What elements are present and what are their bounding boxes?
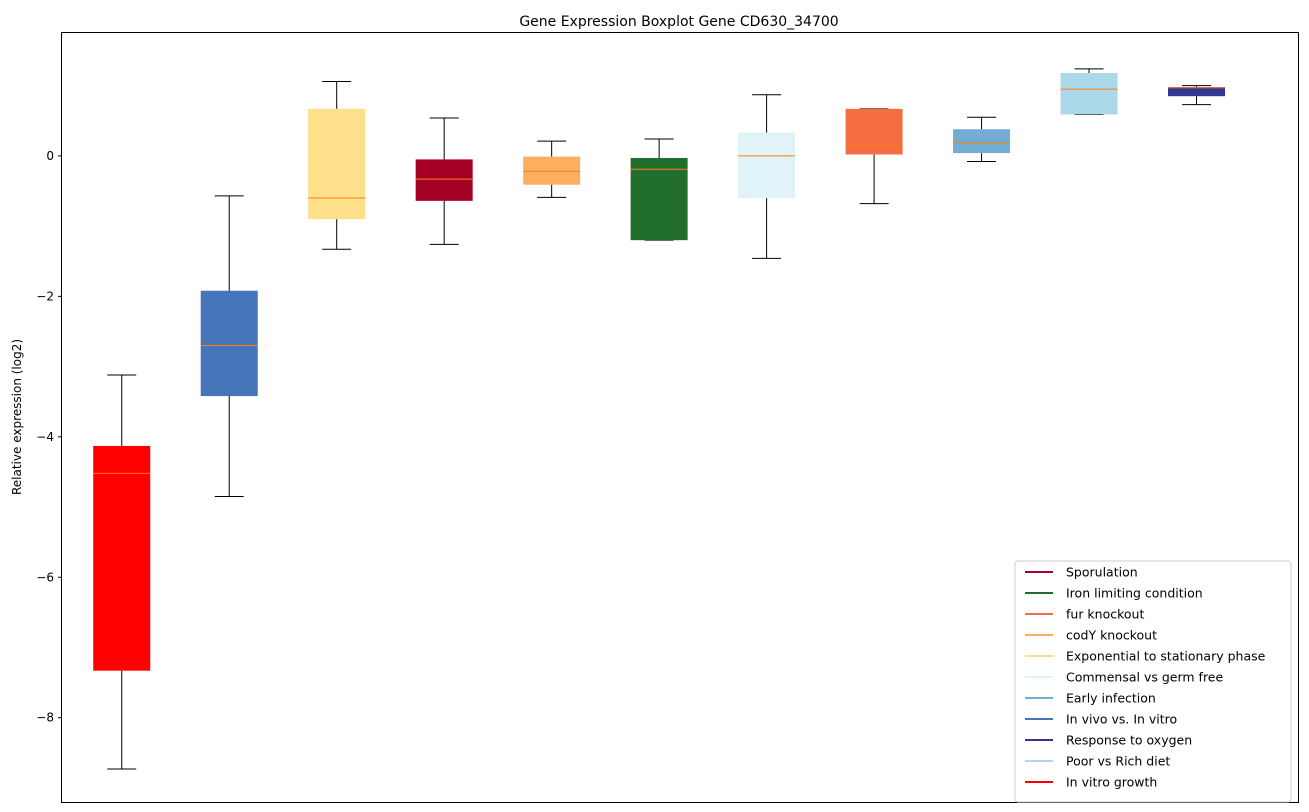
y-tick-label: 0: [46, 149, 54, 163]
legend-label: In vivo vs. In vitro: [1066, 712, 1177, 727]
box-body: [738, 132, 796, 199]
legend-entry: codY knockout: [1025, 628, 1157, 643]
box-body: [1060, 73, 1118, 115]
box-body: [630, 158, 688, 241]
legend-label: Early infection: [1066, 691, 1156, 706]
legend-label: Iron limiting condition: [1066, 586, 1203, 601]
box-body: [953, 129, 1011, 154]
legend-entry: Response to oxygen: [1025, 733, 1192, 748]
box-early-infection: [953, 116, 1011, 163]
box-fur-knockout: [845, 108, 903, 205]
legend: Sporulation Iron limiting condition fur kn…: [1014, 560, 1292, 803]
legend-entry: In vitro growth: [1025, 775, 1157, 790]
boxes-layer: [93, 68, 1226, 770]
box-body: [308, 108, 366, 220]
legend-label: fur knockout: [1066, 607, 1144, 622]
plot-frame: [61, 32, 1299, 803]
legend-label: Poor vs Rich diet: [1066, 754, 1170, 769]
legend-entry: Sporulation: [1025, 565, 1138, 580]
box-body: [200, 290, 258, 397]
box-sporulation: [415, 117, 473, 245]
y-axis: 0 −2 −4 −6 −8: [36, 149, 62, 725]
box-iron-limiting-condition: [630, 138, 688, 241]
y-tick-label: −4: [36, 430, 54, 444]
legend-label: codY knockout: [1066, 628, 1157, 643]
legend-label: Commensal vs germ free: [1066, 670, 1223, 685]
box-body: [93, 445, 151, 671]
legend-entry: Commensal vs germ free: [1025, 670, 1223, 685]
legend-entry: Early infection: [1025, 691, 1156, 706]
legend-entry: Poor vs Rich diet: [1025, 754, 1170, 769]
y-axis-label: Relative expression (log2): [10, 339, 24, 495]
legend-entry: Exponential to stationary phase: [1025, 649, 1266, 664]
box-exponential-to-stationary-phase: [308, 80, 366, 250]
box-in-vitro-growth: [93, 374, 151, 770]
y-tick-label: −8: [36, 711, 54, 725]
box-cody-knockout: [523, 140, 581, 198]
legend-entry: In vivo vs. In vitro: [1025, 712, 1177, 727]
box-body: [845, 108, 903, 155]
legend-label: Response to oxygen: [1066, 733, 1192, 748]
y-tick-label: −6: [36, 570, 54, 584]
box-body: [415, 159, 473, 201]
legend-entry: Iron limiting condition: [1025, 586, 1203, 601]
box-body: [523, 156, 581, 185]
box-response-to-oxygen: [1168, 85, 1226, 106]
box-body: [1168, 87, 1226, 97]
legend-label: Sporulation: [1066, 565, 1138, 580]
chart-title: Gene Expression Boxplot Gene CD630_34700: [519, 14, 838, 30]
legend-entry: fur knockout: [1025, 607, 1144, 622]
legend-label: Exponential to stationary phase: [1066, 649, 1266, 664]
legend-label: In vitro growth: [1066, 775, 1157, 790]
box-commensal-vs-germ-free: [738, 94, 796, 259]
y-tick-label: −2: [36, 289, 54, 303]
box-poor-vs-rich-diet: [1060, 68, 1118, 115]
box-in-vivo-vs-in-vitro: [200, 195, 258, 498]
legend-frame: [1014, 560, 1292, 803]
